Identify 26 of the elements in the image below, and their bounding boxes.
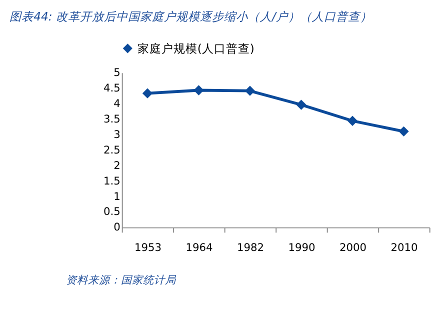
y-tick-label: 1 [114, 190, 120, 203]
y-tick-label: 3 [114, 128, 120, 141]
legend-label: 家庭户规模(人口普查) [137, 41, 254, 56]
y-tick-label: 2.5 [103, 143, 120, 156]
x-tick-label: 2010 [390, 241, 418, 254]
point [244, 86, 256, 96]
y-tick-label: 4.5 [103, 81, 120, 94]
point [194, 85, 204, 96]
point [347, 116, 358, 126]
y-tick-label: 2 [114, 158, 120, 172]
x-tick-label: 1990 [288, 241, 316, 254]
x-tick-label: 2000 [339, 241, 367, 254]
y-tick-label: 5 [114, 66, 120, 79]
point [398, 126, 409, 136]
text: 资料来源：国家统计局 [66, 273, 177, 286]
y-tick-label: 1.5 [103, 174, 120, 188]
x-tick-label: 1964 [186, 241, 213, 254]
y-tick-label: 4 [114, 96, 121, 110]
point [142, 88, 153, 98]
chart-title: 图表44: 改革开放后中国家庭户规模逐步缩小（人/户）（人口普查） [10, 9, 372, 24]
x-tick-label: 1982 [236, 241, 264, 254]
y-tick-label: 0 [114, 220, 121, 234]
point [296, 100, 306, 110]
y-tick-label: 3.5 [103, 112, 120, 126]
x-tick-label: 1953 [134, 241, 162, 254]
y-tick-label: 0.5 [103, 205, 120, 218]
